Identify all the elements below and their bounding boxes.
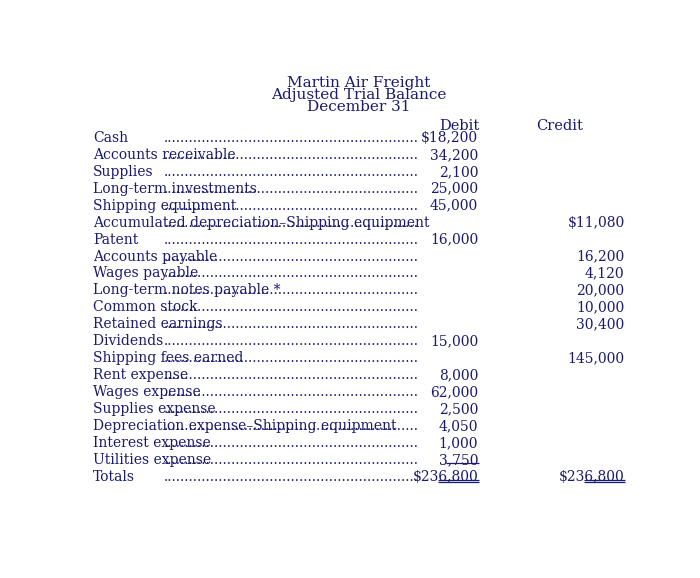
Text: ............................................................: ........................................… xyxy=(163,165,419,179)
Text: Shipping equipment: Shipping equipment xyxy=(93,199,236,213)
Text: $11,080: $11,080 xyxy=(567,216,624,229)
Text: ............................................................: ........................................… xyxy=(163,250,419,264)
Text: $18,200: $18,200 xyxy=(421,131,478,145)
Text: 16,000: 16,000 xyxy=(430,232,478,247)
Text: ............................................................: ........................................… xyxy=(163,470,419,484)
Text: Martin Air Freight: Martin Air Freight xyxy=(287,76,430,90)
Text: 3,750: 3,750 xyxy=(439,453,478,467)
Text: Totals: Totals xyxy=(93,470,135,484)
Text: Supplies: Supplies xyxy=(93,165,153,179)
Text: Wages payable: Wages payable xyxy=(93,266,202,280)
Text: ............................................................: ........................................… xyxy=(163,148,419,162)
Text: Wages expense: Wages expense xyxy=(93,385,201,399)
Text: 30,400: 30,400 xyxy=(576,317,624,331)
Text: $236,800: $236,800 xyxy=(412,470,478,484)
Text: Interest expense: Interest expense xyxy=(93,436,211,450)
Text: Adjusted Trial Balance: Adjusted Trial Balance xyxy=(271,88,447,102)
Text: ............................................................: ........................................… xyxy=(163,232,419,247)
Text: ............................................................: ........................................… xyxy=(163,419,419,433)
Text: Common stock: Common stock xyxy=(93,301,202,314)
Text: Credit: Credit xyxy=(536,118,583,132)
Text: 4,050: 4,050 xyxy=(439,419,478,433)
Text: Utilities expense: Utilities expense xyxy=(93,453,211,467)
Text: Patent: Patent xyxy=(93,232,138,247)
Text: Supplies expense: Supplies expense xyxy=(93,402,216,416)
Text: Shipping fees earned: Shipping fees earned xyxy=(93,351,248,365)
Text: ............................................................: ........................................… xyxy=(163,283,419,298)
Text: 2,500: 2,500 xyxy=(439,402,478,416)
Text: Accounts receivable: Accounts receivable xyxy=(93,148,240,162)
Text: ............................................................: ........................................… xyxy=(163,351,419,365)
Text: $236,800: $236,800 xyxy=(559,470,624,484)
Text: 34,200: 34,200 xyxy=(430,148,478,162)
Text: ............................................................: ........................................… xyxy=(163,402,419,416)
Text: 1,000: 1,000 xyxy=(439,436,478,450)
Text: Debit: Debit xyxy=(439,118,480,132)
Text: 8,000: 8,000 xyxy=(439,368,478,382)
Text: Retained earnings: Retained earnings xyxy=(93,317,227,331)
Text: ............................................................: ........................................… xyxy=(163,453,419,467)
Text: ............................................................: ........................................… xyxy=(163,216,419,229)
Text: 2,100: 2,100 xyxy=(439,165,478,179)
Text: ............................................................: ........................................… xyxy=(163,436,419,450)
Text: Accumulated depreciation–Shipping equipment: Accumulated depreciation–Shipping equipm… xyxy=(93,216,429,229)
Text: Long-term notes payable *: Long-term notes payable * xyxy=(93,283,285,298)
Text: 10,000: 10,000 xyxy=(576,301,624,314)
Text: ............................................................: ........................................… xyxy=(163,181,419,196)
Text: Long-term investments: Long-term investments xyxy=(93,181,261,196)
Text: 20,000: 20,000 xyxy=(577,283,624,298)
Text: ............................................................: ........................................… xyxy=(163,368,419,382)
Text: December 31: December 31 xyxy=(307,100,410,114)
Text: ............................................................: ........................................… xyxy=(163,199,419,213)
Text: 145,000: 145,000 xyxy=(568,351,624,365)
Text: 62,000: 62,000 xyxy=(430,385,478,399)
Text: ............................................................: ........................................… xyxy=(163,301,419,314)
Text: Depreciation expense–Shipping equipment: Depreciation expense–Shipping equipment xyxy=(93,419,401,433)
Text: 16,200: 16,200 xyxy=(576,250,624,264)
Text: ............................................................: ........................................… xyxy=(163,131,419,145)
Text: 15,000: 15,000 xyxy=(430,334,478,348)
Text: 45,000: 45,000 xyxy=(430,199,478,213)
Text: Cash: Cash xyxy=(93,131,128,145)
Text: 4,120: 4,120 xyxy=(585,266,624,280)
Text: 25,000: 25,000 xyxy=(430,181,478,196)
Text: Rent expense: Rent expense xyxy=(93,368,192,382)
Text: Dividends: Dividends xyxy=(93,334,167,348)
Text: ............................................................: ........................................… xyxy=(163,385,419,399)
Text: ............................................................: ........................................… xyxy=(163,266,419,280)
Text: Accounts payable: Accounts payable xyxy=(93,250,221,264)
Text: ............................................................: ........................................… xyxy=(163,317,419,331)
Text: ............................................................: ........................................… xyxy=(163,334,419,348)
